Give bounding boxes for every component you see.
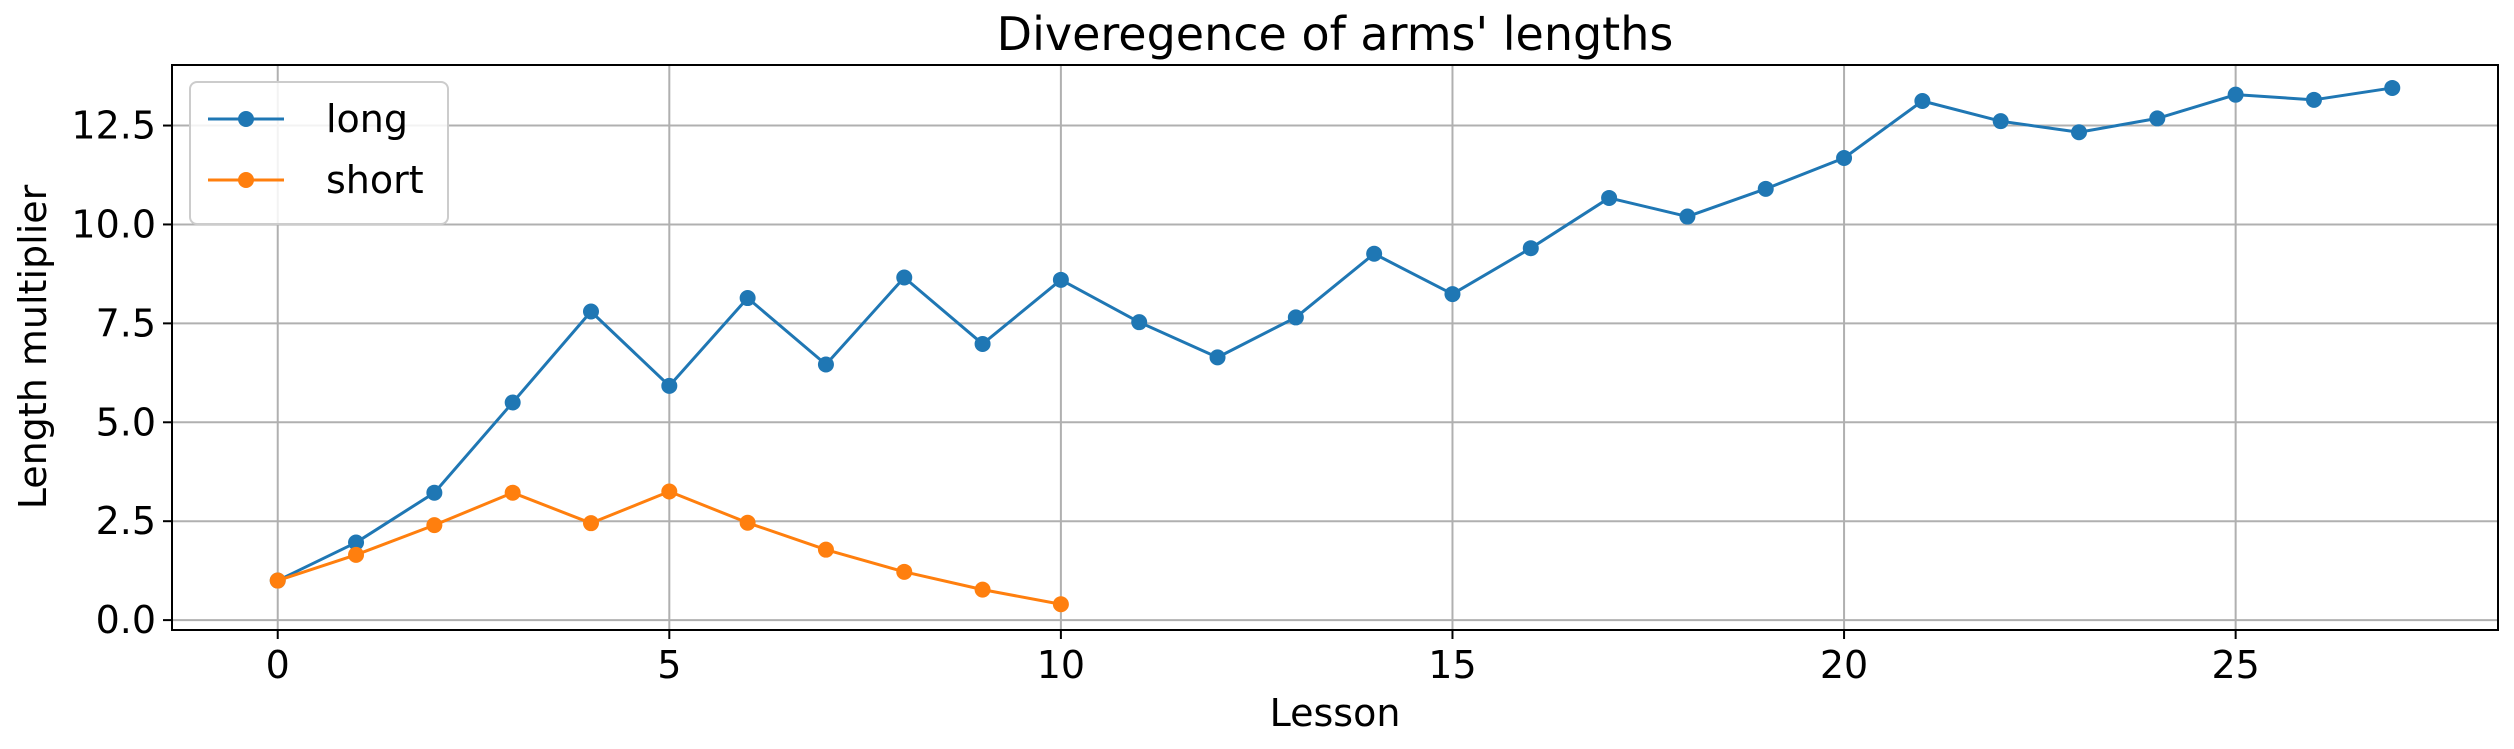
x-tick-label: 5 <box>657 643 681 687</box>
data-point-short <box>504 484 521 501</box>
series-long <box>269 79 2401 589</box>
data-point-long <box>426 484 443 501</box>
y-tick-label: 0.0 <box>96 598 156 642</box>
data-point-long <box>2384 79 2401 96</box>
plot-frame <box>171 64 2499 631</box>
data-point-long <box>1679 208 1696 225</box>
data-point-long <box>2227 86 2244 103</box>
y-axis-label: Length multiplier <box>11 184 55 509</box>
data-point-long <box>817 356 834 373</box>
y-tick-label: 2.5 <box>96 499 156 543</box>
legend-item-long[interactable]: long <box>208 97 408 141</box>
data-point-long <box>1757 180 1774 197</box>
data-point-long <box>896 269 913 286</box>
data-point-long <box>1601 189 1618 206</box>
data-point-long <box>1914 93 1931 109</box>
series-layer <box>269 79 2401 613</box>
y-tick-label: 5.0 <box>96 400 156 444</box>
data-point-long <box>1992 113 2009 130</box>
y-tick-label: 12.5 <box>71 104 156 148</box>
data-point-long <box>1287 309 1304 326</box>
data-point-long <box>1209 349 1226 366</box>
data-point-long <box>2149 110 2166 127</box>
legend-marker-long <box>238 111 254 127</box>
data-point-long <box>661 377 678 394</box>
data-point-long <box>974 335 991 352</box>
legend-label-long: long <box>326 97 408 141</box>
legend-marker-short <box>238 172 254 188</box>
data-point-long <box>1052 271 1069 288</box>
data-point-short <box>426 517 443 534</box>
axis-ticks: 0 5 10 15 20 25 0.0 2.5 5.0 7.5 10.0 12.5 <box>71 104 2259 687</box>
data-point-short <box>582 515 599 532</box>
data-point-short <box>269 572 286 589</box>
grid-lines <box>172 65 2498 630</box>
data-point-long <box>504 394 521 411</box>
legend-box <box>189 81 449 225</box>
data-point-long <box>348 534 365 551</box>
series-line-long <box>277 86 2393 582</box>
data-point-long <box>1366 245 1383 262</box>
chart-title: Diveregence of arms' lengths <box>997 7 1674 61</box>
data-point-short <box>896 563 913 580</box>
x-tick-label: 25 <box>2211 643 2259 687</box>
data-point-long <box>1131 314 1148 331</box>
x-axis-label: Lesson <box>1270 691 1401 735</box>
x-tick-label: 10 <box>1037 643 1085 687</box>
data-point-long <box>2305 91 2322 108</box>
data-point-long <box>739 290 756 307</box>
data-point-short <box>817 541 834 558</box>
data-point-long <box>1522 240 1539 257</box>
x-tick-label: 0 <box>266 643 290 687</box>
data-point-short <box>348 546 365 563</box>
data-point-short <box>661 483 678 500</box>
data-point-long <box>582 303 599 320</box>
y-tick-label: 10.0 <box>71 202 156 246</box>
series-short <box>269 483 1069 613</box>
y-tick-label: 7.5 <box>96 301 156 345</box>
legend-label-short: short <box>326 158 424 202</box>
data-point-long <box>2071 124 2088 141</box>
data-point-short <box>1052 596 1069 613</box>
data-point-long <box>1444 286 1461 303</box>
data-point-long <box>1836 149 1853 166</box>
x-tick-label: 15 <box>1428 643 1476 687</box>
data-point-short <box>739 514 756 531</box>
legend[interactable]: long short <box>189 81 449 225</box>
data-point-short <box>974 581 991 598</box>
legend-item-short[interactable]: short <box>208 158 424 202</box>
x-tick-label: 20 <box>1820 643 1868 687</box>
